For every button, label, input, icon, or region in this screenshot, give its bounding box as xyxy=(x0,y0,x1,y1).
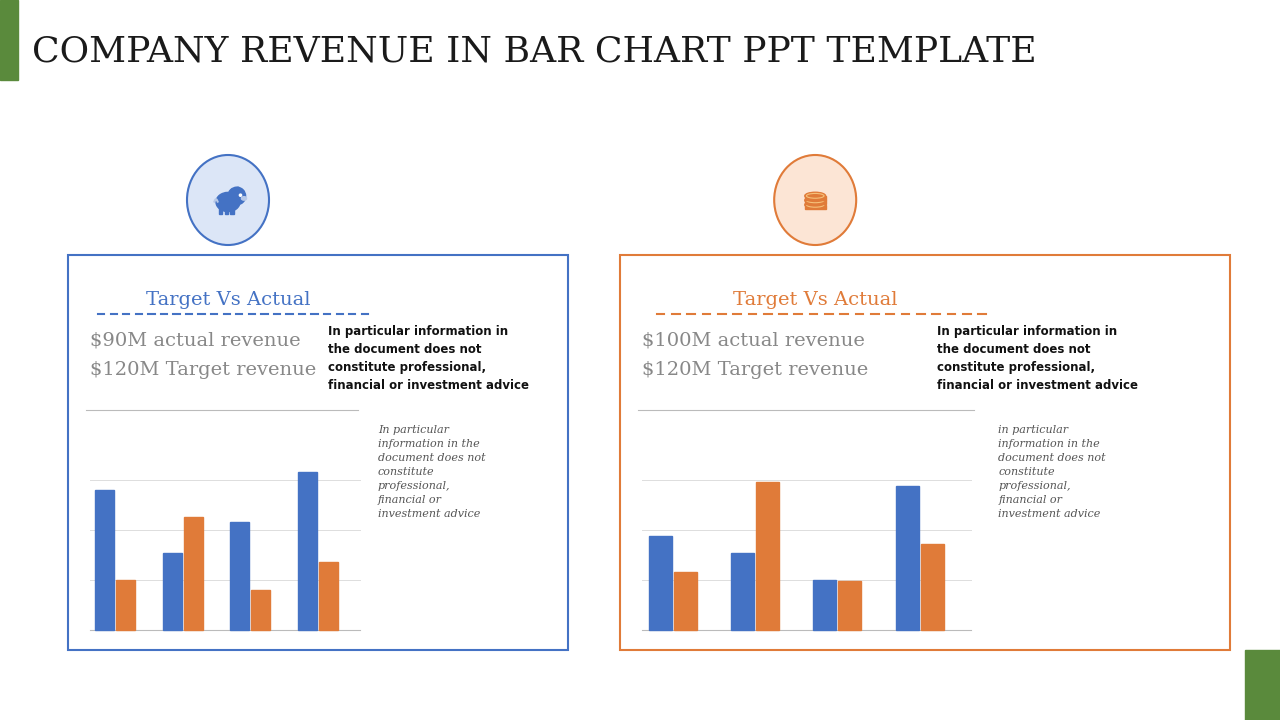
Bar xyxy=(805,196,826,200)
FancyBboxPatch shape xyxy=(68,255,568,650)
Bar xyxy=(805,200,826,204)
Bar xyxy=(219,208,223,214)
Bar xyxy=(225,208,228,214)
Bar xyxy=(116,580,136,630)
Bar xyxy=(896,486,919,630)
Text: In particular
information in the
document does not
constitute
professional,
fina: In particular information in the documen… xyxy=(378,425,485,519)
Text: $90M actual revenue: $90M actual revenue xyxy=(90,331,301,349)
Bar xyxy=(184,517,202,630)
Bar xyxy=(0,0,18,80)
Bar xyxy=(96,490,114,630)
Text: In particular information in
the document does not
constitute professional,
fina: In particular information in the documen… xyxy=(328,325,529,392)
Text: In particular information in
the document does not
constitute professional,
fina: In particular information in the documen… xyxy=(937,325,1138,392)
Bar xyxy=(756,482,780,630)
Bar xyxy=(649,536,672,630)
Ellipse shape xyxy=(805,192,826,199)
Bar xyxy=(673,572,696,630)
FancyBboxPatch shape xyxy=(620,255,1230,650)
Bar xyxy=(319,562,338,630)
Ellipse shape xyxy=(774,155,856,245)
Text: COMPANY REVENUE IN BAR CHART PPT TEMPLATE: COMPANY REVENUE IN BAR CHART PPT TEMPLAT… xyxy=(32,35,1037,69)
Text: $120M Target revenue: $120M Target revenue xyxy=(643,361,868,379)
Ellipse shape xyxy=(216,192,241,212)
Bar xyxy=(251,590,270,630)
Ellipse shape xyxy=(805,197,826,204)
Bar xyxy=(731,553,754,630)
Bar xyxy=(838,582,861,630)
Circle shape xyxy=(228,187,246,204)
Ellipse shape xyxy=(187,155,269,245)
Ellipse shape xyxy=(242,197,247,200)
Bar xyxy=(920,544,943,630)
Bar xyxy=(230,208,233,214)
Ellipse shape xyxy=(805,201,826,208)
Bar xyxy=(805,204,826,209)
Bar xyxy=(298,472,316,630)
Text: in particular
information in the
document does not
constitute
professional,
fina: in particular information in the documen… xyxy=(998,425,1106,519)
Text: $100M actual revenue: $100M actual revenue xyxy=(643,331,865,349)
Bar xyxy=(813,580,836,630)
Text: Target Vs Actual: Target Vs Actual xyxy=(146,291,310,309)
Bar xyxy=(1245,650,1280,720)
Text: $120M Target revenue: $120M Target revenue xyxy=(90,361,316,379)
Bar xyxy=(163,553,182,630)
Circle shape xyxy=(239,194,242,197)
Text: Target Vs Actual: Target Vs Actual xyxy=(733,291,897,309)
Bar xyxy=(230,522,250,630)
Ellipse shape xyxy=(236,187,241,191)
